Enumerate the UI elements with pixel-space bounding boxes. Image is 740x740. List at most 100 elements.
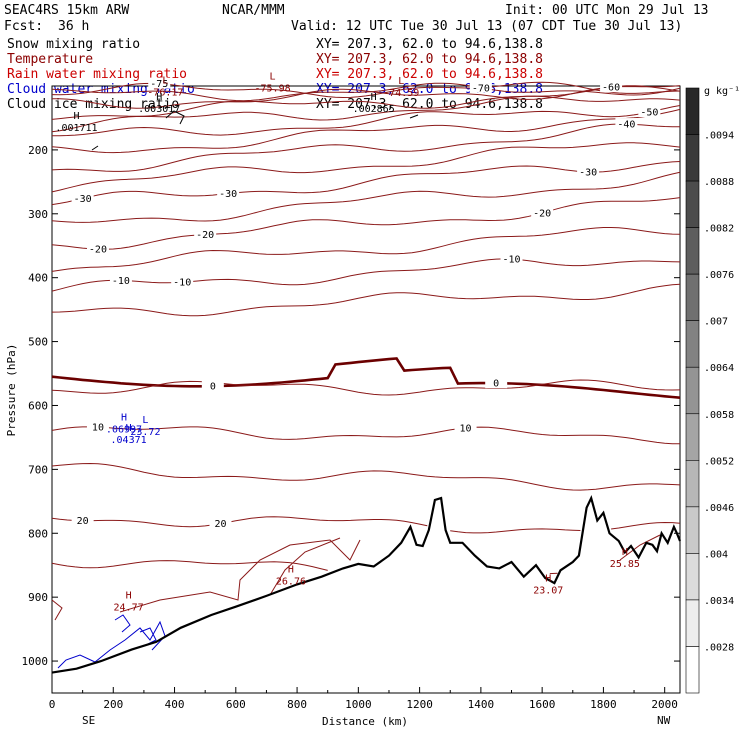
contour-label: -70 (472, 83, 490, 94)
contour-label-bg (469, 81, 492, 93)
contour-label: -40 (617, 120, 635, 131)
extremum-value: .06997 (106, 425, 142, 436)
cloud-water-contour (57, 620, 166, 669)
temperature-contour-local (269, 537, 341, 596)
x-tick-label: 200 (103, 698, 123, 711)
colorbar-bin (685, 180, 700, 228)
y-tick-label: 500 (28, 336, 48, 349)
x-tick-label: 800 (287, 698, 307, 711)
y-tick-label: 200 (28, 144, 48, 157)
contour-label: 20 (77, 516, 89, 527)
extremum-value: 25.85 (610, 559, 640, 570)
contour-label: -10 (173, 278, 191, 289)
colorbar-label: .0064 (704, 363, 734, 374)
high-marker: H (126, 590, 132, 601)
high-marker: H (73, 111, 79, 122)
high-marker: H (288, 565, 294, 576)
y-tick-label: 700 (28, 463, 48, 476)
contour-label: 0 (493, 379, 499, 390)
colorbar-unit: g kg⁻¹ (704, 86, 740, 97)
forecast-label: Fcst: (4, 19, 43, 34)
colorbar-bin (685, 460, 700, 508)
colorbar-bin (685, 273, 700, 321)
temperature-contour-local (51, 599, 63, 621)
x-tick-label: 1200 (406, 698, 433, 711)
contour-label-bg (638, 106, 661, 118)
extremum-value: .04371 (111, 435, 147, 446)
x-axis-title: Distance (km) (322, 715, 408, 728)
contour-label: 20 (214, 519, 226, 530)
y-tick-label: 300 (28, 208, 48, 221)
contour-label-bg (86, 421, 109, 433)
colorbar-label: .0058 (704, 410, 734, 421)
colorbar-bin (685, 413, 700, 461)
temperature-contour (51, 357, 681, 399)
cloud-ice-contour (165, 110, 185, 125)
high-marker: H (126, 423, 132, 434)
x-tick-label: 1800 (590, 698, 617, 711)
temperature-contour (51, 95, 681, 133)
temperature-contour (51, 197, 681, 250)
contour-label-bg (171, 276, 194, 288)
contour-label-bg (209, 517, 232, 529)
contour-label-bg (71, 192, 94, 204)
high-marker: H (121, 413, 127, 424)
colorbar-bin (685, 553, 700, 601)
terrain-line (51, 494, 682, 674)
colorbar-bin (685, 599, 700, 647)
temperature-contour (51, 142, 681, 193)
extremum-value: -74.59 (383, 88, 419, 99)
x-start-label: SE (82, 714, 95, 727)
extremum-value: .002865 (353, 104, 395, 115)
temperature-contour (51, 161, 681, 206)
temperature-contour (51, 560, 558, 575)
contour-label-bg (109, 274, 132, 286)
contour-label-bg (454, 421, 477, 433)
contour-label: -60 (602, 83, 620, 94)
contour-label: -75 (150, 79, 168, 90)
field-name: Rain water mixing ratio (7, 67, 187, 82)
x-tick-label: 0 (49, 698, 56, 711)
high-marker: H (545, 574, 551, 585)
colorbar-label: .0088 (704, 177, 734, 188)
temperature-contour (51, 462, 681, 491)
temperature-contour (52, 105, 681, 137)
y-axis-title: Pressure (hPa) (5, 344, 18, 437)
x-tick-label: 2000 (651, 698, 678, 711)
temperature-contour (51, 379, 681, 396)
contour-label: -30 (579, 168, 597, 179)
contour-label: 10 (460, 423, 472, 434)
contour-labels: -75 -70 -60 -50 -40 -30 -30 -30 -20 -20 -20 -10 -10 -… (71, 77, 661, 530)
colorbar-label: .0028 (704, 642, 734, 653)
colorbar-bin (685, 227, 700, 275)
contour-label-bg (600, 81, 623, 93)
org-label: NCAR/MMM (222, 3, 285, 18)
field-xy: XY= 207.3, 62.0 to 94.6,138.8 (316, 52, 543, 67)
contour-label-bg (86, 243, 109, 255)
contour-label-bg (485, 377, 508, 389)
field-xy: XY= 207.3, 62.0 to 94.6,138.8 (316, 37, 543, 52)
colorbar-label: .0082 (704, 224, 734, 235)
contour-label: -30 (74, 194, 92, 205)
y-tick-label: 1000 (22, 655, 49, 668)
x-tick-label: 1000 (345, 698, 372, 711)
plot-frame (51, 85, 681, 694)
contour-label-bg (71, 514, 94, 526)
field-xy: XY= 207.3, 62.0 to 94.6,138.8 (316, 67, 543, 82)
y-tick-label: 400 (28, 272, 48, 285)
colorbar-bin (685, 134, 700, 182)
colorbar-label: .0046 (704, 503, 734, 514)
contour-label-bg (577, 166, 600, 178)
high-marker: H (156, 92, 162, 103)
colorbar: .0094 .0088 .0082 .0076 .007 .0064 .0058 .0052.… (685, 87, 734, 694)
init-time: Init: 00 UTC Mon 29 Jul 13 (505, 3, 709, 18)
temperature-contour-local (619, 534, 661, 561)
temperature-contour (51, 426, 681, 445)
x-end-label: NW (657, 714, 671, 727)
colorbar-label: .0052 (704, 456, 734, 467)
mixing-ratio-contours (51, 110, 661, 669)
y-tick-label: 900 (28, 591, 48, 604)
contour-label: 10 (92, 423, 104, 434)
contour-label-bg (217, 187, 240, 199)
